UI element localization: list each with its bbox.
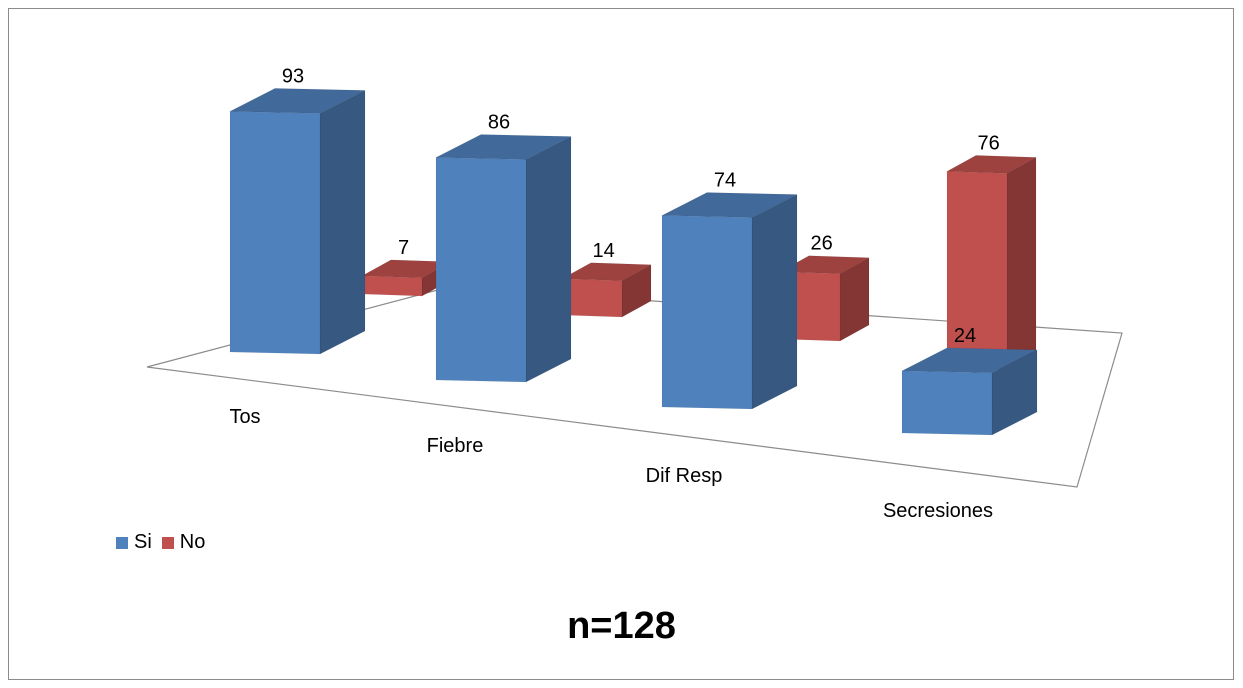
bar-si-dif-resp — [661, 192, 798, 410]
bar-si-fiebre-side — [525, 136, 572, 383]
category-label-secresiones: Secresiones — [883, 500, 993, 522]
legend-swatch-si — [116, 536, 128, 549]
data-label-si-secresiones: 24 — [954, 325, 976, 347]
bar-no-secresiones-side — [1006, 156, 1037, 371]
bar-si-fiebre — [435, 134, 572, 383]
bar-si-dif-resp-side — [751, 194, 798, 410]
legend-label-no: No — [179, 531, 206, 553]
bar-si-fiebre-front — [435, 157, 527, 383]
legend-item-si: Si — [116, 531, 152, 554]
data-label-no-dif-resp: 26 — [810, 233, 832, 255]
bar-no-fiebre — [560, 262, 653, 318]
data-label-si-dif-resp: 74 — [714, 170, 736, 192]
category-label-tos: Tos — [229, 406, 260, 428]
bar-no-tos-front — [361, 275, 423, 297]
data-label-no-secresiones: 76 — [977, 132, 999, 154]
data-label-si-tos: 93 — [282, 65, 304, 87]
bar-si-tos — [229, 88, 366, 355]
legend-label-si: Si — [134, 531, 152, 553]
category-label-fiebre: Fiebre — [427, 435, 484, 457]
bar-si-secresiones — [901, 347, 1038, 436]
bar-si-tos-front — [229, 111, 321, 355]
data-label-no-fiebre: 14 — [592, 240, 614, 262]
legend-item-no: No — [161, 531, 206, 554]
data-label-no-tos: 7 — [398, 237, 409, 259]
bar-si-fiebre-top — [435, 134, 572, 160]
bar-no-secresiones — [945, 155, 1038, 371]
bar-si-dif-resp-front — [661, 215, 753, 410]
category-label-dif-resp: Dif Resp — [646, 465, 723, 487]
data-label-si-fiebre: 86 — [488, 112, 510, 134]
bar-si-secresiones-front — [901, 370, 993, 436]
legend: Si No — [116, 531, 215, 554]
sample-size-label: n=128 — [567, 605, 676, 647]
bar-si-dif-resp-top — [661, 192, 798, 218]
legend-swatch-no — [161, 536, 174, 549]
bar-no-secresiones-top — [945, 155, 1038, 174]
bar-si-tos-side — [319, 89, 366, 355]
